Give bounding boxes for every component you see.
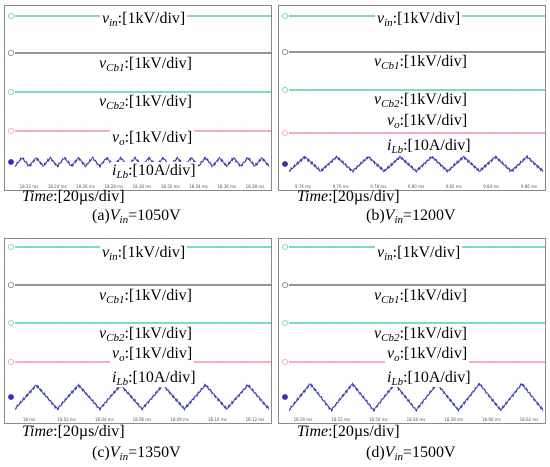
time-scale-label: Time:[20µs/div] xyxy=(297,188,400,205)
trace-label-vcb1: vCb1:[1kV/div] xyxy=(372,53,469,72)
channel-marker xyxy=(282,320,288,326)
trace-label-vo: vo:[1kV/div] xyxy=(110,345,195,364)
trace-line-ilb xyxy=(288,381,544,413)
x-tick-label: 18.30 ms xyxy=(133,184,152,189)
x-tick-label: 18.52 ms xyxy=(331,417,350,422)
x-tick-label: 18.04 ms xyxy=(95,417,114,422)
x-tick-label: 18.54 ms xyxy=(369,417,388,422)
channel-marker xyxy=(282,244,288,250)
trace-label-vcb2: vCb2:[1kV/div] xyxy=(97,93,194,112)
x-tick-label: 18.08 ms xyxy=(170,417,189,422)
x-tick-label: 9.76 ms xyxy=(333,184,349,189)
channel-marker xyxy=(8,320,14,326)
x-tick-label: 9.74 ms xyxy=(295,184,311,189)
channel-marker xyxy=(282,161,288,167)
channel-marker xyxy=(8,13,14,19)
x-tick-label: 18.36 ms xyxy=(217,184,236,189)
x-tick-label: 9.80 ms xyxy=(408,184,424,189)
time-scale-label: Time:[20µs/div] xyxy=(22,188,125,205)
oscilloscope-screen: 18.50 ms 18.52 ms 18.54 ms 18.56 ms 18.58 ms… xyxy=(278,238,546,424)
x-tick-label: 9.86 ms xyxy=(521,184,537,189)
channel-marker xyxy=(282,282,288,288)
x-tick-label: 9.82 ms xyxy=(446,184,462,189)
x-tick-label: 18.28 ms xyxy=(104,184,123,189)
trace-label-vcb1: vCb1:[1kV/div] xyxy=(97,55,194,74)
x-tick-label: 18.12 ms xyxy=(246,417,265,422)
channel-marker xyxy=(8,359,14,365)
x-tick-label: 18 ms xyxy=(23,417,35,422)
panel-caption: (a)Vin=1050V xyxy=(92,207,181,226)
channel-marker xyxy=(282,49,288,55)
x-tick-label: 9.84 ms xyxy=(483,184,499,189)
x-tick-label: 18.34 ms xyxy=(189,184,208,189)
trace-label-vin: vin:[1kV/div] xyxy=(100,244,188,263)
trace-label-vin: vin:[1kV/div] xyxy=(375,244,463,263)
trace-label-vcb2: vCb2:[1kV/div] xyxy=(97,325,194,344)
trace-label-vo: vo:[1kV/div] xyxy=(385,345,470,364)
trace-label-vin: vin:[1kV/div] xyxy=(100,10,188,29)
x-tick-label: 18.26 ms xyxy=(76,184,95,189)
trace-label-vo: vo:[1kV/div] xyxy=(110,129,195,148)
x-tick-label: 18.10 ms xyxy=(208,417,227,422)
channel-marker xyxy=(8,50,14,56)
panel-caption: (c)Vin=1350V xyxy=(92,444,181,463)
channel-marker xyxy=(282,130,288,136)
channel-marker xyxy=(8,128,14,134)
channel-marker xyxy=(8,394,14,400)
channel-marker xyxy=(8,282,14,288)
trace-label-ilb: iLb:[10A/div] xyxy=(110,162,198,181)
trace-label-ilb: iLb:[10A/div] xyxy=(385,369,473,388)
trace-label-vcb2: vCb2:[1kV/div] xyxy=(372,325,469,344)
trace-label-vcb1: vCb1:[1kV/div] xyxy=(97,287,194,306)
trace-line-ilb xyxy=(288,154,544,174)
panel-caption: (b)Vin=1200V xyxy=(366,207,456,226)
time-scale-label: Time:[20µs/div] xyxy=(297,423,400,440)
trace-label-ilb: iLb:[10A/div] xyxy=(110,369,198,388)
x-tick-label: 18.50 ms xyxy=(294,417,313,422)
trace-line-ilb xyxy=(14,382,270,412)
x-tick-label: 18.60 ms xyxy=(482,417,501,422)
x-tick-label: 18.62 ms xyxy=(520,417,539,422)
x-tick-label: 18.06 ms xyxy=(133,417,152,422)
channel-marker xyxy=(282,359,288,365)
x-tick-label: 18.38 ms xyxy=(246,184,265,189)
channel-marker xyxy=(8,159,14,165)
x-tick-label: 18.22 ms xyxy=(20,184,39,189)
x-tick-label: 18.32 ms xyxy=(161,184,180,189)
trace-label-vcb2: vCb2:[1kV/div] xyxy=(372,91,469,110)
trace-label-ilb: iLb:[10A/div] xyxy=(385,137,473,156)
channel-marker xyxy=(8,244,14,250)
x-tick-label: 9.78 ms xyxy=(370,184,386,189)
x-tick-label: 18.58 ms xyxy=(444,417,463,422)
x-tick-label: 18.02 ms xyxy=(57,417,76,422)
panel-caption: (d)Vin=1500V xyxy=(366,444,456,463)
trace-label-vin: vin:[1kV/div] xyxy=(375,10,463,29)
channel-marker xyxy=(282,394,288,400)
channel-marker xyxy=(8,89,14,95)
trace-label-vcb1: vCb1:[1kV/div] xyxy=(372,287,469,306)
channel-marker xyxy=(282,87,288,93)
x-tick-label: 18.56 ms xyxy=(407,417,426,422)
x-tick-label: 18.24 ms xyxy=(48,184,67,189)
time-scale-label: Time:[20µs/div] xyxy=(22,423,125,440)
trace-label-vo: vo:[1kV/div] xyxy=(385,112,470,131)
channel-marker xyxy=(282,13,288,19)
